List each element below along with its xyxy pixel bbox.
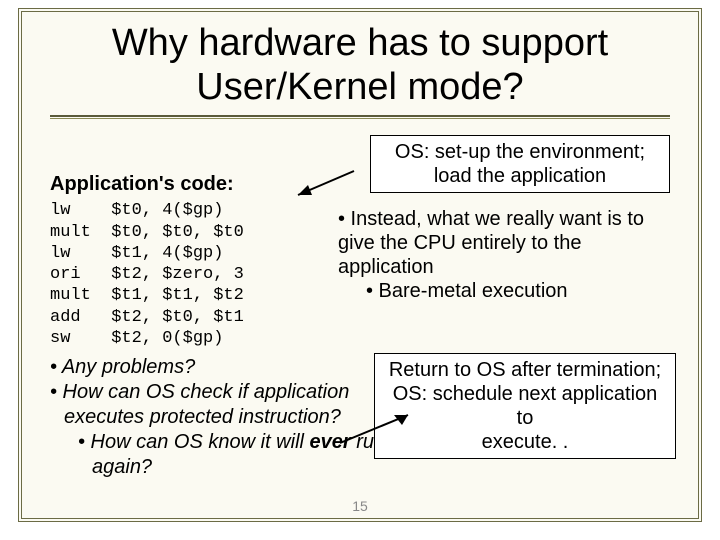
os-bot-line3: execute. .: [482, 431, 569, 453]
divider-bottom: [50, 118, 670, 119]
slide-title: Why hardware has to support User/Kernel …: [50, 22, 670, 109]
left-column: Application's code: lw $t0, 4($gp) mult …: [50, 131, 330, 349]
note-bullet-2: • Bare-metal execution: [366, 279, 670, 303]
content-row: Application's code: lw $t0, 4($gp) mult …: [50, 131, 670, 349]
page-number: 15: [352, 498, 368, 514]
assembly-code: lw $t0, 4($gp) mult $t0, $t0, $t0 lw $t1…: [50, 200, 330, 349]
right-column: OS: set-up the environment; load the app…: [338, 131, 670, 303]
divider-top: [50, 115, 670, 117]
appcode-label: Application's code:: [50, 173, 330, 196]
os-top-line1: OS: set-up the environment;: [395, 141, 645, 163]
note-bullet-1: • Instead, what we really want is to giv…: [338, 207, 670, 279]
q3b: ever: [310, 431, 351, 453]
os-setup-box: OS: set-up the environment; load the app…: [370, 135, 670, 193]
os-top-line2: load the application: [434, 165, 606, 187]
os-return-box: Return to OS after termination; OS: sche…: [374, 353, 676, 459]
right-notes: • Instead, what we really want is to giv…: [338, 207, 670, 303]
os-bot-line2: OS: schedule next application to: [393, 383, 658, 429]
slide-frame: Why hardware has to support User/Kernel …: [18, 8, 702, 522]
os-bot-line1: Return to OS after termination;: [389, 359, 661, 381]
bottom-area: • Any problems? • How can OS check if ap…: [50, 355, 670, 480]
q3a: • How can OS know it will: [78, 431, 310, 453]
